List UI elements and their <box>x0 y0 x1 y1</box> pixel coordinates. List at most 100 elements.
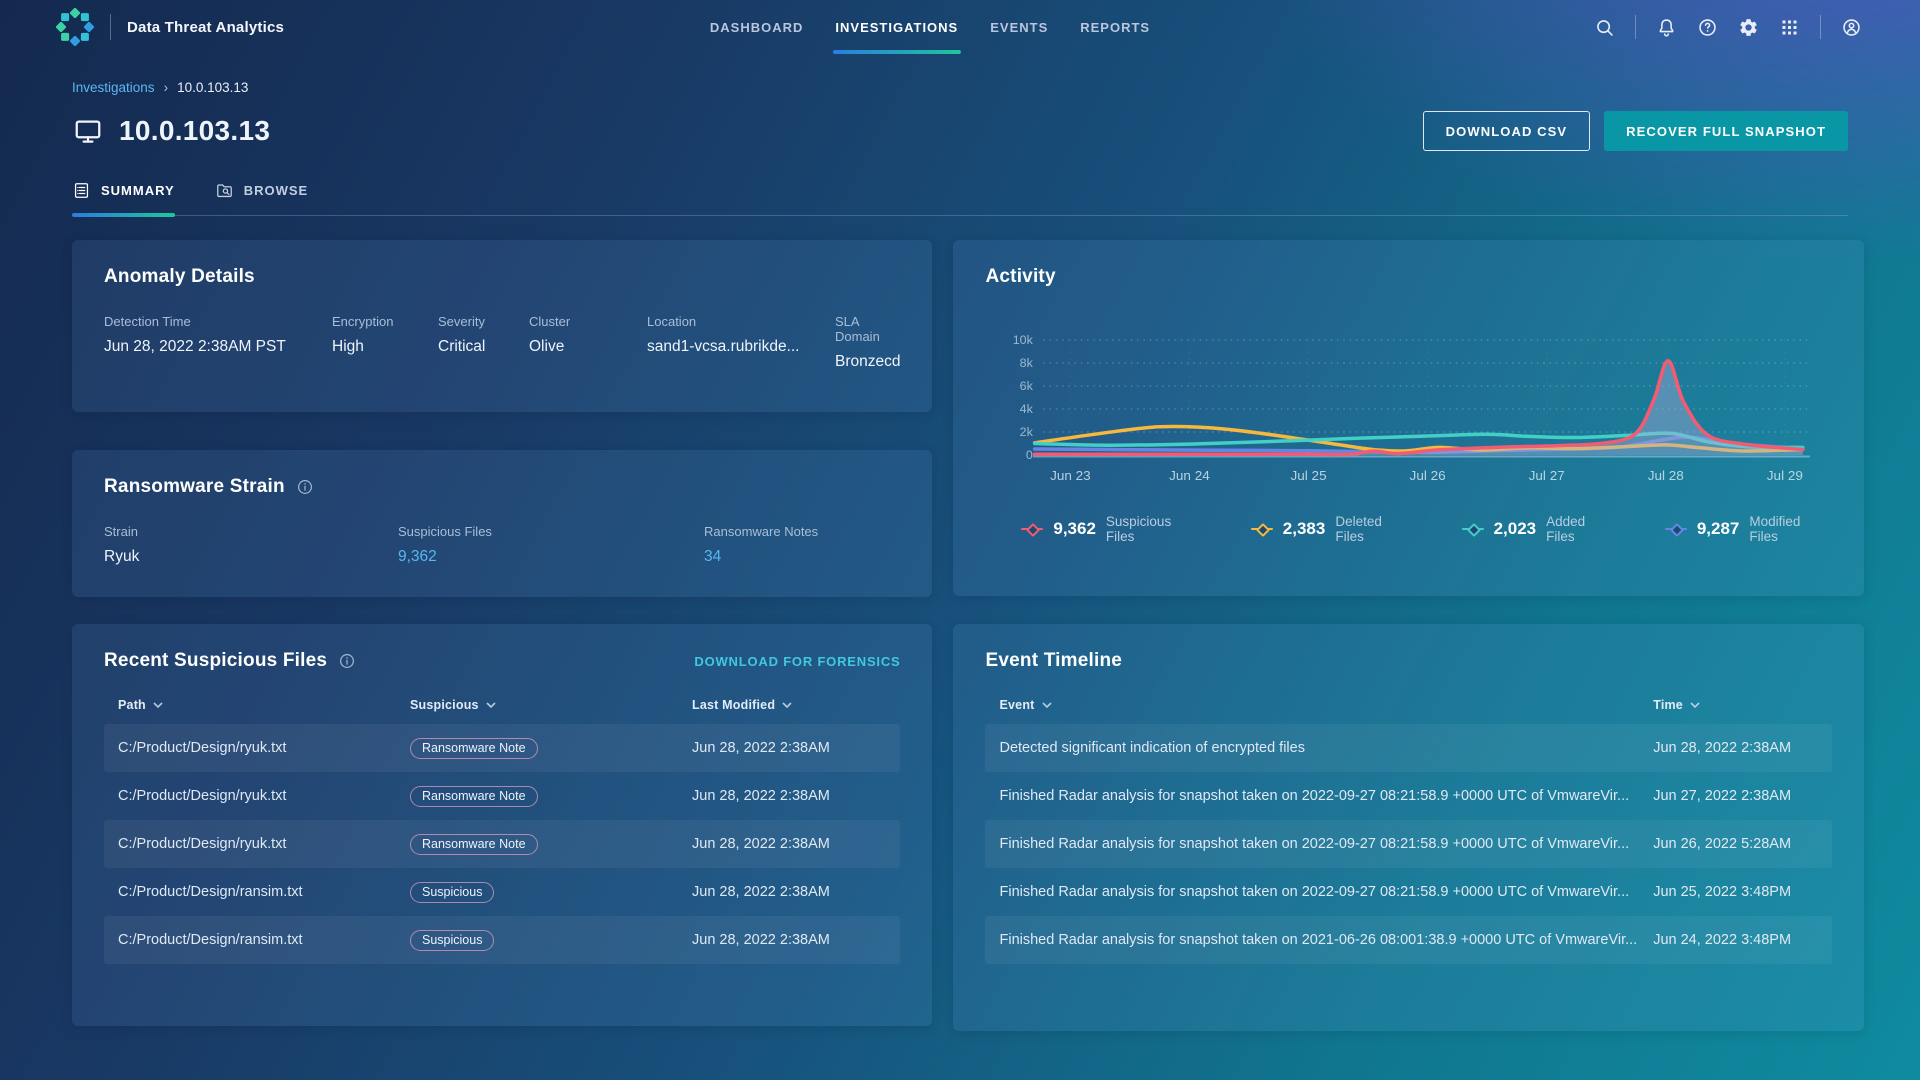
svg-text:Jul 29: Jul 29 <box>1767 468 1803 483</box>
event-row[interactable]: Finished Radar analysis for snapshot tak… <box>999 884 1792 900</box>
ransomware-notes-count-link[interactable]: 34 <box>704 548 722 565</box>
files-table-header: Path Suspicious Last Modified <box>104 698 900 712</box>
legend-added-files: 2,023 Added Files <box>1461 514 1617 544</box>
event-row[interactable]: Finished Radar analysis for snapshot tak… <box>985 820 1833 868</box>
nav-events[interactable]: EVENTS <box>990 19 1049 35</box>
sort-event-header[interactable]: Event <box>999 698 1653 712</box>
icon-divider <box>1820 15 1821 39</box>
files-table-body: C:/Product/Design/ryuk.txt Ransomware Not… <box>104 724 901 964</box>
settings-gear-icon[interactable] <box>1738 17 1759 38</box>
file-row[interactable]: C:/Product/Design/ransim.txt Suspicious Ju… <box>104 868 900 916</box>
app-title: Data Threat Analytics <box>127 18 285 36</box>
file-row[interactable]: C:/Product/Design/ryuk.txt Ransomware Not… <box>104 772 900 820</box>
recent-suspicious-files-title: Recent Suspicious Files <box>104 650 328 671</box>
svg-text:4k: 4k <box>1020 402 1034 416</box>
legend-suspicious-files: 9,362 Suspicious Files <box>1021 514 1202 544</box>
main-nav: DASHBOARD INVESTIGATIONS EVENTS REPORTS <box>710 0 1150 54</box>
status-badge: Ransomware Note <box>410 833 538 855</box>
file-row[interactable]: C:/Product/Design/ryuk.txt Ransomware Not… <box>104 724 901 772</box>
event-timeline-card: Event Timeline Event Time Detected signi… <box>953 624 1865 1031</box>
suspicious-files-count-link[interactable]: 9,362 <box>398 548 437 565</box>
help-icon[interactable] <box>1697 17 1718 38</box>
legend-marker-icon <box>1664 524 1687 535</box>
breadcrumb: Investigations › 10.0.103.13 <box>72 80 1848 95</box>
notifications-bell-icon[interactable] <box>1656 17 1677 38</box>
svg-text:2k: 2k <box>1020 425 1034 439</box>
nav-reports[interactable]: REPORTS <box>1080 19 1151 35</box>
field-label: Detection Time <box>104 314 191 329</box>
main-content: Anomaly Details Detection Time Jun 28, 20… <box>72 240 1865 1031</box>
tab-summary[interactable]: SUMMARY <box>72 181 175 217</box>
breadcrumb-current: 10.0.103.13 <box>177 80 249 95</box>
tab-browse[interactable]: BROWSE <box>215 181 309 215</box>
tab-summary-label: SUMMARY <box>101 183 175 198</box>
chevron-down-icon <box>153 702 163 708</box>
field-label: Ransomware Notes <box>704 524 819 539</box>
breadcrumb-parent-link[interactable]: Investigations <box>72 80 155 95</box>
search-icon[interactable] <box>1594 17 1615 38</box>
status-badge: Suspicious <box>410 929 495 951</box>
app-logo[interactable] <box>54 6 96 48</box>
nav-dashboard[interactable]: DASHBOARD <box>709 19 804 35</box>
status-badge: Ransomware Note <box>410 737 538 759</box>
ransomware-strain-card: Ransomware Strain Strain Ryuk Suspicious … <box>72 450 933 597</box>
field-label: Cluster <box>529 314 571 329</box>
download-csv-button[interactable]: DOWNLOAD CSV <box>1422 111 1591 151</box>
info-icon[interactable] <box>338 652 356 670</box>
svg-text:Jul 28: Jul 28 <box>1648 468 1684 483</box>
chevron-down-icon <box>486 702 496 708</box>
field-label: Encryption <box>332 314 394 329</box>
chevron-down-icon <box>1690 702 1700 708</box>
activity-legend: 9,362 Suspicious Files 2,383 Deleted Files… <box>985 514 1832 544</box>
legend-marker-icon <box>1461 524 1484 535</box>
apps-grid-icon[interactable] <box>1779 17 1800 38</box>
sort-suspicious-header[interactable]: Suspicious <box>410 698 692 712</box>
sort-path-header[interactable]: Path <box>118 698 410 712</box>
cluster-value: Olive <box>529 338 565 355</box>
account-icon[interactable] <box>1841 17 1862 38</box>
sort-time-header[interactable]: Time <box>1653 698 1818 712</box>
event-row[interactable]: Finished Radar analysis for snapshot tak… <box>999 788 1792 804</box>
breadcrumb-separator: › <box>163 80 169 95</box>
legend-modified-files: 9,287 Modified Files <box>1664 514 1832 544</box>
recover-full-snapshot-button[interactable]: RECOVER FULL SNAPSHOT <box>1604 111 1848 151</box>
svg-text:0: 0 <box>1026 448 1033 462</box>
icon-divider <box>1635 15 1636 39</box>
activity-card: Activity 0 2k 4k 6k 8k 10k Jun 23 Jun 24 Jul 25 J… <box>953 240 1865 596</box>
strain-value: Ryuk <box>104 548 140 565</box>
svg-text:Jun 23: Jun 23 <box>1051 468 1092 483</box>
svg-text:Jun 24: Jun 24 <box>1170 468 1211 483</box>
recent-suspicious-files-card: Recent Suspicious Files DOWNLOAD FOR FOR… <box>72 624 933 1026</box>
svg-text:Jul 25: Jul 25 <box>1291 468 1327 483</box>
left-column: Anomaly Details Detection Time Jun 28, 20… <box>72 240 933 1026</box>
event-timeline-title: Event Timeline <box>985 650 1123 671</box>
sla-domain-value: Bronzecd <box>835 353 901 370</box>
location-value: sand1-vcsa.rubrikde... <box>647 338 800 355</box>
title-actions: DOWNLOAD CSV RECOVER FULL SNAPSHOT <box>1422 111 1848 151</box>
severity-value: Critical <box>438 338 486 355</box>
chevron-down-icon <box>1041 702 1052 708</box>
field-label: SLA Domain <box>835 314 880 344</box>
brand-divider <box>110 14 111 40</box>
svg-text:6k: 6k <box>1020 379 1034 393</box>
summary-icon <box>74 183 89 198</box>
svg-text:10k: 10k <box>1013 333 1034 347</box>
strain-fields: Strain Ryuk Suspicious Files 9,362 Ransomw… <box>104 524 900 566</box>
brand: Data Threat Analytics <box>54 6 284 48</box>
file-row[interactable]: C:/Product/Design/ryuk.txt Ransomware Not… <box>104 820 901 868</box>
event-row[interactable]: Detected significant indication of encry… <box>985 724 1833 772</box>
page-header: 10.0.103.13 DOWNLOAD CSV RECOVER FULL SN… <box>72 111 1848 151</box>
info-icon[interactable] <box>296 478 314 496</box>
download-for-forensics-link[interactable]: DOWNLOAD FOR FORENSICS <box>694 653 901 669</box>
right-column: Activity 0 2k 4k 6k 8k 10k Jun 23 Jun 24 Jul 25 J… <box>953 240 1865 1031</box>
sort-last-modified-header[interactable]: Last Modified <box>692 698 886 712</box>
event-row[interactable]: Finished Radar analysis for snapshot tak… <box>985 916 1833 964</box>
activity-line-chart: 0 2k 4k 6k 8k 10k Jun 23 Jun 24 Jul 25 Jul 26 Jul … <box>1013 333 1811 483</box>
svg-text:Jul 27: Jul 27 <box>1529 468 1565 483</box>
activity-title: Activity <box>985 266 1056 287</box>
encryption-value: High <box>332 338 364 355</box>
file-row[interactable]: C:/Product/Design/ransim.txt Suspicious Ju… <box>104 916 901 964</box>
nav-investigations[interactable]: INVESTIGATIONS <box>832 0 962 54</box>
topbar-icons <box>1594 15 1862 39</box>
top-nav-bar: Data Threat Analytics DASHBOARD INVESTIG… <box>0 0 1920 54</box>
